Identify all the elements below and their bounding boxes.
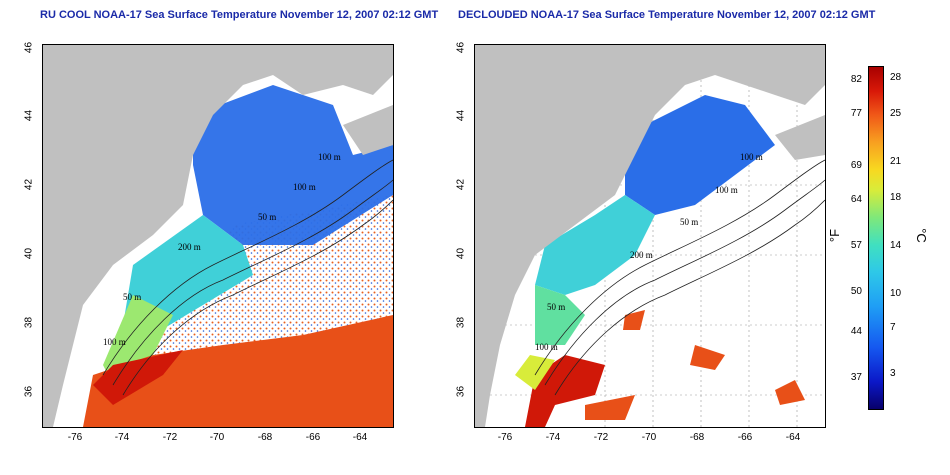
y-tick-label: 46: [455, 41, 467, 54]
x-tick-label: -72: [593, 432, 609, 443]
y-tick-label: 38: [23, 316, 35, 329]
contour-label: 100 m: [293, 182, 316, 192]
contour-label: 100 m: [535, 342, 558, 352]
colorbar-f-tick: 44: [850, 326, 862, 337]
contour-label: 100 m: [103, 337, 126, 347]
y-tick-label: 38: [455, 316, 467, 329]
x-tick-label: -76: [67, 432, 83, 443]
y-tick-label: 44: [23, 109, 35, 122]
left-map-title: RU COOL NOAA-17 Sea Surface Temperature …: [40, 9, 439, 21]
colorbar-f-tick: 77: [850, 108, 862, 119]
left-sst-map: 200 m 100 m 100 m 50 m 50 m 100 m: [42, 44, 394, 428]
x-tick-label: -74: [114, 432, 130, 443]
y-tick-label: 42: [23, 178, 35, 191]
colorbar-c-tick: 18: [890, 192, 902, 203]
y-tick-label: 36: [455, 385, 467, 398]
colorbar-f-tick: 37: [850, 372, 862, 383]
left-map-graphic: 200 m 100 m 100 m 50 m 50 m 100 m: [43, 45, 393, 427]
x-tick-label: -72: [162, 432, 178, 443]
y-tick-label: 36: [23, 385, 35, 398]
colorbar-f-tick: 64: [850, 194, 862, 205]
contour-label: 50 m: [680, 217, 698, 227]
colorbar-f-tick: 69: [850, 160, 862, 171]
contour-label: 200 m: [630, 250, 653, 260]
x-tick-label: -66: [305, 432, 321, 443]
x-tick-label: -70: [641, 432, 657, 443]
land-area: [475, 45, 825, 427]
contour-label: 50 m: [547, 302, 565, 312]
x-tick-label: -70: [209, 432, 225, 443]
shelf-water-area: [123, 215, 253, 335]
colorbar-c-tick: 3: [890, 368, 896, 379]
x-tick-label: -64: [785, 432, 801, 443]
y-tick-label: 42: [455, 178, 467, 191]
colorbar-c-tick: 25: [890, 108, 902, 119]
x-tick-label: -64: [352, 432, 368, 443]
right-map-title: DECLOUDED NOAA-17 Sea Surface Temperatur…: [458, 9, 876, 21]
colorbar-c-tick: 28: [890, 72, 902, 83]
colorbar-c-tick: 14: [890, 240, 902, 251]
right-map-graphic: 200 m 100 m 100 m 50 m 50 m 100 m: [475, 45, 825, 427]
contour-label: 50 m: [123, 292, 141, 302]
colorbar-c-tick: 10: [890, 288, 902, 299]
shelf-water-area: [535, 195, 655, 295]
contour-label: 100 m: [318, 152, 341, 162]
y-tick-label: 40: [23, 247, 35, 260]
x-tick-label: -68: [689, 432, 705, 443]
x-tick-label: -76: [497, 432, 513, 443]
gulf-stream-area: [83, 315, 393, 427]
contour-label: 200 m: [178, 242, 201, 252]
x-tick-label: -66: [737, 432, 753, 443]
temperature-colorbar: [868, 66, 884, 410]
colorbar-f-tick: 50: [850, 286, 862, 297]
y-tick-label: 46: [23, 41, 35, 54]
cold-water-area: [193, 85, 393, 245]
contour-label: 100 m: [740, 152, 763, 162]
y-tick-label: 40: [455, 247, 467, 260]
y-tick-label: 44: [455, 109, 467, 122]
contour-label: 50 m: [258, 212, 276, 222]
colorbar-f-tick: 82: [850, 74, 862, 85]
right-sst-map: 200 m 100 m 100 m 50 m 50 m 100 m: [474, 44, 826, 428]
colorbar-f-tick: 57: [850, 240, 862, 251]
colorbar-c-tick: 21: [890, 156, 902, 167]
colorbar-c-tick: 7: [890, 322, 896, 333]
contour-label: 100 m: [715, 185, 738, 195]
celsius-unit-label: °C: [913, 228, 929, 243]
x-tick-label: -68: [257, 432, 273, 443]
cold-water-area: [625, 95, 775, 215]
land-area: [43, 45, 393, 427]
x-tick-label: -74: [545, 432, 561, 443]
